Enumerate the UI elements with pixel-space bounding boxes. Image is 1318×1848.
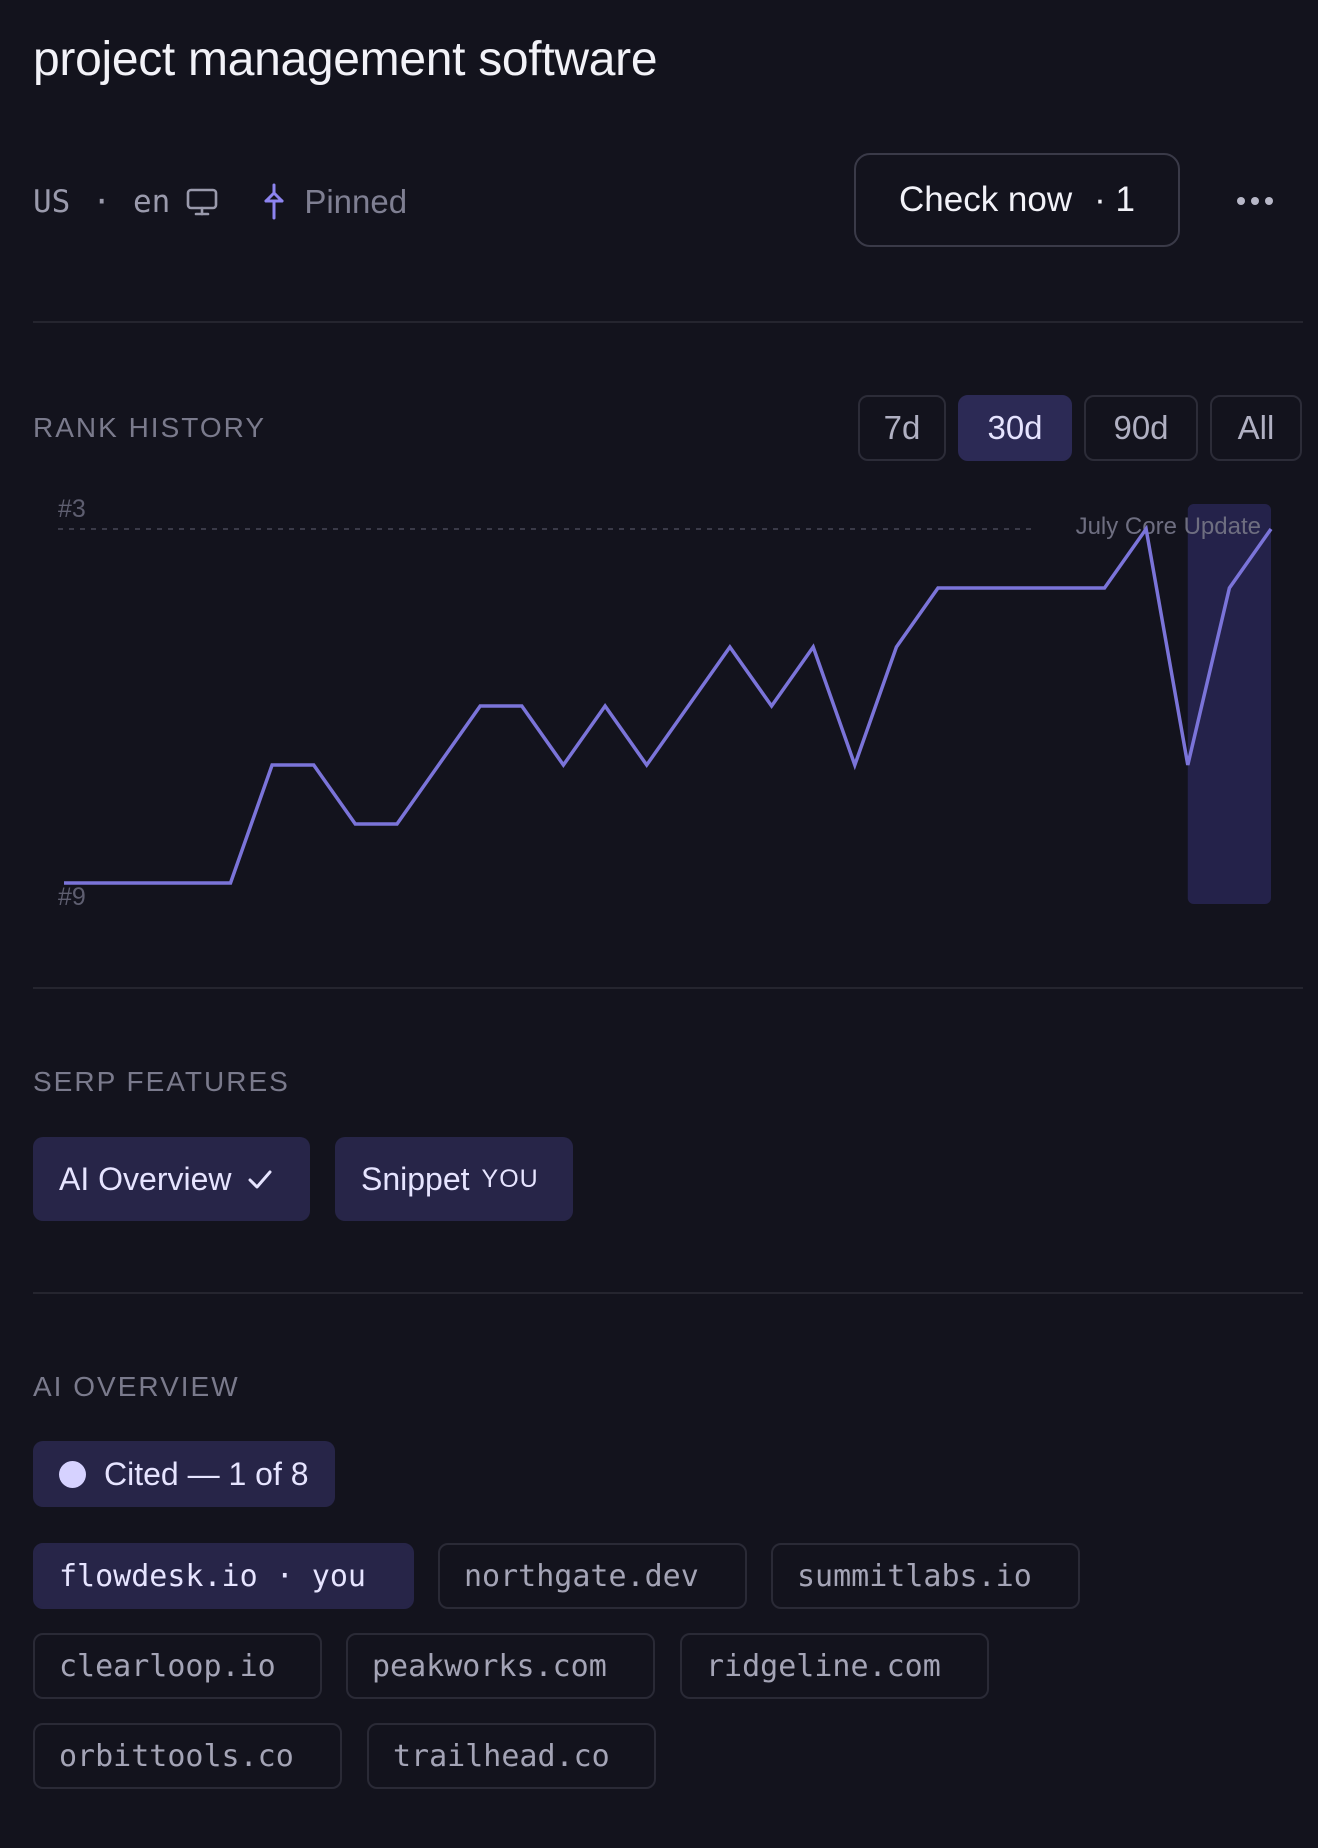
rank-point[interactable] — [186, 880, 192, 886]
rank-point[interactable] — [602, 703, 608, 709]
rank-history-heading: RANK HISTORY — [33, 412, 267, 443]
chip-label: Snippet — [361, 1160, 470, 1197]
divider — [33, 1292, 1303, 1294]
rank-point[interactable] — [977, 585, 983, 591]
cited-domain-chip[interactable]: ridgeline.com — [680, 1633, 989, 1699]
divider — [33, 321, 1303, 323]
cited-domain-chip[interactable]: orbittools.co — [33, 1723, 342, 1789]
cited-dot-icon — [59, 1460, 86, 1488]
rank-point[interactable] — [935, 585, 941, 591]
check-now-label: Check now — [899, 180, 1073, 219]
tab-all[interactable]: All — [1210, 395, 1302, 461]
rank-point[interactable] — [477, 703, 483, 709]
check-icon — [247, 1168, 273, 1190]
serp-chip-snippet[interactable]: Snippet YOU — [335, 1137, 573, 1221]
rank-point[interactable] — [852, 762, 858, 768]
rank-point[interactable] — [810, 644, 816, 650]
country-code: US — [33, 184, 71, 220]
range-tabs: 7d 30d 90d All — [858, 395, 1302, 461]
rank-point[interactable] — [436, 762, 442, 768]
rank-point[interactable] — [269, 762, 275, 768]
rank-point[interactable] — [227, 880, 233, 886]
rank-series-line — [64, 524, 1273, 885]
pinned-label: Pinned — [304, 183, 408, 220]
chip-label: AI Overview — [59, 1160, 232, 1197]
tab-30d[interactable]: 30d — [958, 395, 1072, 461]
cited-domain-chip[interactable]: peakworks.com — [346, 1633, 655, 1699]
rank-history-chart: #3 #9 July Core Update — [58, 495, 1274, 911]
rank-point[interactable] — [1268, 526, 1274, 532]
divider — [33, 987, 1303, 989]
keyword-meta: US · en Pinned — [33, 178, 407, 226]
y-tick-label: #9 — [58, 883, 86, 911]
rank-point[interactable] — [519, 703, 525, 709]
check-now-button[interactable]: Check now · 1 — [854, 153, 1180, 247]
serp-features-heading: SERP FEATURES — [33, 1066, 290, 1097]
cited-label: Cited — 1 of 8 — [104, 1455, 309, 1492]
tab-90d[interactable]: 90d — [1084, 395, 1198, 461]
rank-point[interactable] — [1018, 585, 1024, 591]
pin-icon[interactable] — [262, 183, 286, 221]
meta-separator: · — [92, 184, 111, 220]
rank-point[interactable] — [311, 762, 317, 768]
rank-point[interactable] — [727, 644, 733, 650]
domain-name: flowdesk.io — [59, 1558, 258, 1594]
rank-point[interactable] — [1102, 585, 1108, 591]
rank-point[interactable] — [1185, 762, 1191, 768]
rank-point[interactable] — [685, 703, 691, 709]
page-title: project management software — [33, 33, 658, 86]
language-code: en — [133, 184, 171, 220]
rank-point[interactable] — [144, 880, 150, 886]
annotation-band — [1187, 504, 1271, 904]
rank-point[interactable] — [769, 703, 775, 709]
rank-point[interactable] — [1060, 585, 1066, 591]
annotation-label: July Core Update — [1076, 513, 1261, 540]
rank-point[interactable] — [352, 821, 358, 827]
you-marker: · you — [275, 1558, 366, 1594]
cited-domain-chip[interactable]: summitlabs.io — [771, 1543, 1080, 1609]
rank-point[interactable] — [893, 644, 899, 650]
y-tick-label: #3 — [58, 495, 86, 523]
ai-overview-heading: AI OVERVIEW — [33, 1371, 240, 1402]
cited-domain-chip[interactable]: flowdesk.io · you — [33, 1543, 414, 1609]
cited-badge: Cited — 1 of 8 — [33, 1441, 335, 1507]
tab-7d[interactable]: 7d — [858, 395, 946, 461]
rank-point[interactable] — [560, 762, 566, 768]
rank-point[interactable] — [644, 762, 650, 768]
serp-chip-ai-overview[interactable]: AI Overview — [33, 1137, 310, 1221]
rank-point[interactable] — [103, 880, 109, 886]
cited-domain-chip[interactable]: clearloop.io — [33, 1633, 322, 1699]
check-now-count: · 1 — [1094, 180, 1135, 219]
cited-domain-chip[interactable]: northgate.dev — [438, 1543, 747, 1609]
you-badge: YOU — [481, 1164, 539, 1193]
rank-point[interactable] — [1143, 526, 1149, 532]
cited-domain-chip[interactable]: trailhead.co — [367, 1723, 656, 1789]
rank-point[interactable] — [394, 821, 400, 827]
rank-point[interactable] — [61, 880, 67, 886]
monitor-icon — [186, 187, 218, 217]
more-options-icon[interactable] — [1230, 183, 1280, 219]
rank-point[interactable] — [1226, 585, 1232, 591]
